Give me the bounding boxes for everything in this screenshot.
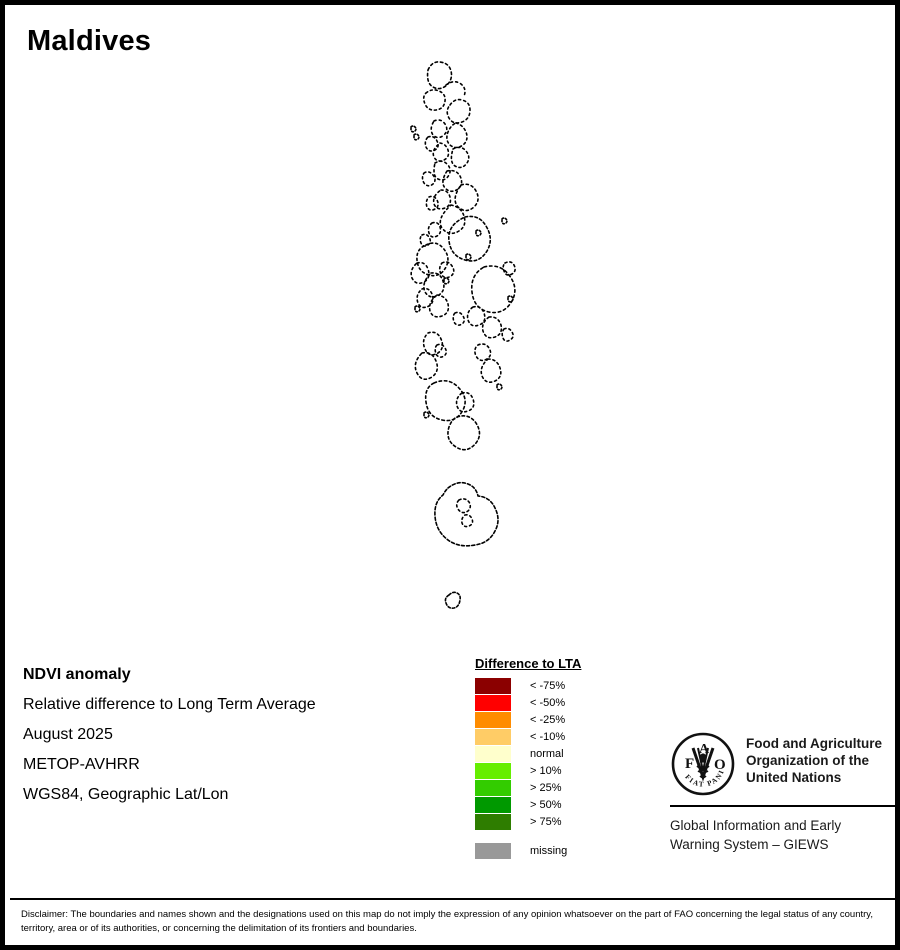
legend: Difference to LTA < -75% < -50% < -25% <…	[475, 656, 645, 859]
legend-label: > 10%	[530, 764, 562, 777]
legend-swatch	[475, 711, 511, 728]
metadata-block: NDVI anomaly Relative difference to Long…	[23, 660, 453, 810]
legend-row: < -10%	[475, 728, 645, 745]
svg-text:O: O	[714, 757, 726, 773]
page-title: Maldives	[27, 25, 152, 57]
legend-swatch	[475, 762, 511, 779]
legend-row: > 25%	[475, 779, 645, 796]
disclaimer-divider	[10, 898, 895, 900]
fao-branding: F A O FIAT PANIS Food and Agriculture Or…	[670, 731, 895, 854]
legend-label: normal	[530, 747, 564, 760]
metadata-indicator: NDVI anomaly	[23, 666, 131, 683]
svg-text:A: A	[699, 742, 710, 757]
giews-line: Global Information and Early	[670, 818, 842, 833]
metadata-period: August 2025	[23, 726, 113, 743]
legend-label-missing: missing	[530, 844, 568, 857]
map-canvas	[10, 45, 895, 635]
legend-row: > 10%	[475, 762, 645, 779]
legend-title: Difference to LTA	[475, 656, 582, 671]
giews-line: Warning System – GIEWS	[670, 837, 829, 852]
fao-header: F A O FIAT PANIS Food and Agriculture Or…	[670, 731, 895, 797]
legend-swatch	[475, 796, 511, 813]
legend-swatch-missing	[475, 842, 511, 859]
disclaimer-text: Disclaimer: The boundaries and names sho…	[21, 909, 873, 934]
legend-label: < -25%	[530, 713, 566, 726]
fao-logo-icon: F A O FIAT PANIS	[670, 731, 736, 797]
legend-label: > 25%	[530, 781, 562, 794]
legend-swatch	[475, 728, 511, 745]
legend-swatch	[475, 813, 511, 830]
legend-swatch	[475, 779, 511, 796]
legend-row: < -75%	[475, 677, 645, 694]
maldives-atolls-svg	[410, 61, 516, 609]
atoll-outlines	[410, 61, 516, 609]
legend-row-missing: missing	[475, 842, 645, 859]
legend-swatch	[475, 745, 511, 762]
legend-row: > 50%	[475, 796, 645, 813]
metadata-sensor: METOP-AVHRR	[23, 756, 140, 773]
fao-divider	[670, 805, 895, 807]
legend-label: > 50%	[530, 798, 562, 811]
fao-name-line: Food and Agriculture	[746, 736, 882, 751]
legend-row: > 75%	[475, 813, 645, 830]
legend-swatch	[475, 677, 511, 694]
legend-label: < -10%	[530, 730, 566, 743]
legend-swatch	[475, 694, 511, 711]
metadata-description: Relative difference to Long Term Average	[23, 696, 316, 713]
fao-name-line: United Nations	[746, 770, 842, 785]
svg-text:F: F	[685, 756, 694, 772]
fao-organization-name: Food and Agriculture Organization of the…	[746, 731, 882, 786]
metadata-projection: WGS84, Geographic Lat/Lon	[23, 786, 229, 803]
legend-row: normal	[475, 745, 645, 762]
legend-row: < -50%	[475, 694, 645, 711]
fao-name-line: Organization of the	[746, 753, 869, 768]
legend-label: < -50%	[530, 696, 566, 709]
legend-label: > 75%	[530, 815, 562, 828]
giews-system-name: Global Information and Early Warning Sys…	[670, 816, 895, 854]
legend-label: < -75%	[530, 679, 566, 692]
legend-row: < -25%	[475, 711, 645, 728]
